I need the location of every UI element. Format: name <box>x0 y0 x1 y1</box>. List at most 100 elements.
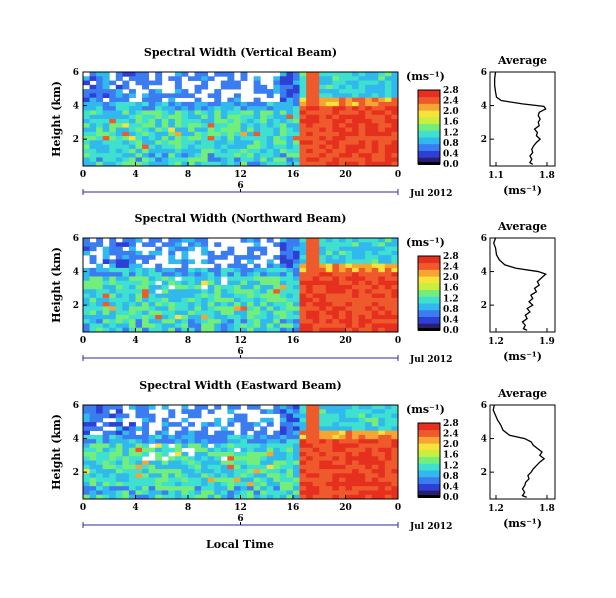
heatmap-cell <box>371 297 379 303</box>
heatmap-cell <box>155 267 163 273</box>
avg-xtick-label: 1.2 <box>488 337 504 347</box>
heatmap-cell <box>188 276 195 282</box>
heatmap-cell <box>128 110 136 116</box>
heatmap-cell <box>286 486 294 491</box>
heatmap-cell <box>332 272 340 277</box>
heatmap-cell <box>115 297 123 303</box>
heatmap-cell <box>319 452 327 457</box>
heatmap-cell <box>273 127 281 133</box>
heatmap-cell <box>247 327 255 333</box>
heatmap-cell <box>247 464 255 470</box>
heatmap-cell <box>266 131 274 137</box>
heatmap-cell <box>365 285 373 290</box>
heatmap-cell <box>240 293 248 299</box>
heatmap-cell <box>345 289 353 294</box>
heatmap-cell <box>168 119 176 124</box>
heatmap-cell <box>260 494 268 500</box>
heatmap-cell <box>384 255 392 260</box>
heatmap-cell <box>96 267 104 273</box>
heatmap-xtick-label: 16 <box>287 503 300 513</box>
heatmap-cell <box>115 89 123 94</box>
heatmap-cell <box>299 110 307 116</box>
heatmap-cell <box>115 272 123 277</box>
heatmap-cell <box>188 323 195 329</box>
heatmap-cell <box>122 306 130 312</box>
heatmap-cell <box>227 276 235 282</box>
heatmap-cell <box>332 72 340 77</box>
heatmap-cell <box>122 460 130 466</box>
heatmap-cell <box>260 114 268 120</box>
heatmap-cell <box>148 285 156 290</box>
heatmap-cell <box>161 319 169 324</box>
heatmap-cell <box>220 452 228 457</box>
heatmap-cell <box>96 157 104 163</box>
heatmap-cell <box>378 422 386 427</box>
heatmap-cell <box>233 452 241 457</box>
heatmap-cell <box>247 131 255 137</box>
colorbar-segment <box>418 282 440 291</box>
heatmap-cell <box>365 157 373 163</box>
heatmap-cell <box>338 452 346 457</box>
heatmap-cell <box>194 434 202 440</box>
heatmap-cell <box>233 456 241 461</box>
heatmap-cell <box>332 259 340 265</box>
heatmap-cell <box>240 72 248 77</box>
heatmap-xtick-label: 16 <box>287 336 300 346</box>
heatmap-cell <box>266 310 274 316</box>
heatmap-cell <box>142 319 150 324</box>
heatmap-cell <box>325 426 333 432</box>
heatmap-cell <box>128 289 136 294</box>
heatmap-cell <box>319 405 327 410</box>
heatmap-cell <box>358 289 366 294</box>
heatmap-cell <box>135 297 143 303</box>
heatmap-cell <box>352 148 360 154</box>
heatmap-cell <box>378 276 386 282</box>
heatmap-cell <box>148 119 156 124</box>
heatmap-cell <box>325 140 333 146</box>
heatmap-cell <box>293 255 300 260</box>
heatmap-cell <box>102 131 110 137</box>
heatmap-cell <box>148 460 156 466</box>
heatmap-cell <box>201 238 209 243</box>
heatmap-cell <box>174 434 182 440</box>
heatmap-cell <box>365 101 373 107</box>
heatmap-cell <box>181 456 189 461</box>
colorbar-segment <box>418 143 440 151</box>
heatmap-cell <box>391 259 399 265</box>
heatmap-cell <box>352 131 360 137</box>
heatmap-cell <box>384 127 392 133</box>
heatmap-cell <box>365 469 373 474</box>
heatmap-cell <box>240 272 248 277</box>
heatmap-cell <box>128 148 136 154</box>
heatmap-cell <box>128 422 136 427</box>
heatmap-cell <box>319 469 327 474</box>
heatmap-cell <box>293 323 300 329</box>
heatmap-cell <box>378 263 386 269</box>
heatmap-cell <box>89 447 97 453</box>
heatmap-cell <box>148 101 156 107</box>
heatmap-cell <box>253 131 261 137</box>
heatmap-cell <box>122 242 130 247</box>
heatmap-cell <box>273 464 281 470</box>
heatmap-cell <box>299 464 307 470</box>
panels-group: Spectral Width (Vertical Beam)246Height … <box>50 46 556 532</box>
heatmap-cell <box>214 302 222 307</box>
heatmap-cell <box>358 464 366 470</box>
heatmap-cell <box>181 123 189 128</box>
heatmap-cell <box>260 276 268 282</box>
heatmap-cell <box>122 123 130 128</box>
heatmap-cell <box>266 409 274 414</box>
heatmap-cell <box>214 110 222 116</box>
heatmap-cell <box>155 443 163 449</box>
heatmap-cell <box>102 409 110 414</box>
heatmap-cell <box>201 456 209 461</box>
heatmap-cell <box>83 106 90 111</box>
heatmap-cell <box>155 276 163 282</box>
heatmap-cell <box>378 153 386 158</box>
heatmap-cell <box>391 409 399 414</box>
heatmap-cell <box>168 148 176 154</box>
heatmap-cell <box>352 238 360 243</box>
heatmap-cell <box>148 242 156 247</box>
heatmap-cell <box>338 127 346 133</box>
heatmap-cell <box>273 123 281 128</box>
